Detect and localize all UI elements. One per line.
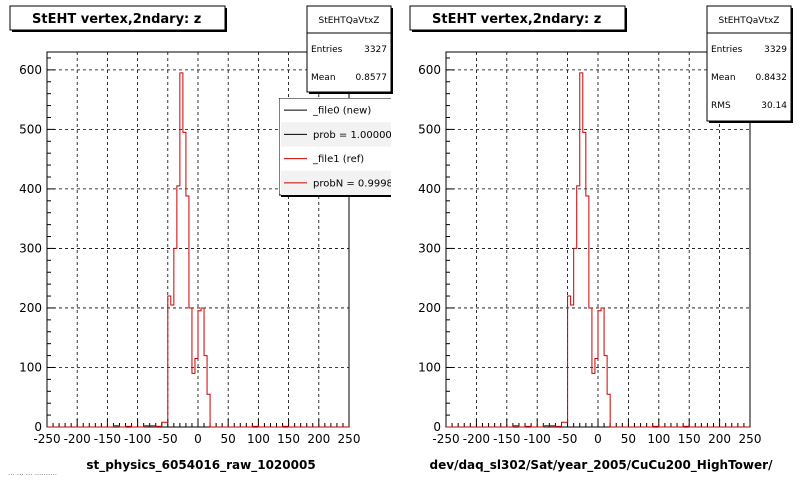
x-tick-label: -150 [94,432,121,446]
x-tick-label: -200 [463,432,490,446]
x-tick-label: 0 [594,432,602,446]
x-tick-label: 100 [247,432,270,446]
x-tick-label: 150 [678,432,701,446]
y-tick-label: 100 [418,360,441,374]
x-tick-label: 50 [621,432,636,446]
stats-name: StEHTQaVtxZ [719,16,780,26]
x-axis-label: st_physics_6054016_raw_1020005 [86,458,315,473]
histogram-series-line [446,72,750,428]
stats-value: 3329 [764,45,787,55]
x-tick-label: -250 [432,432,459,446]
histogram-panel-2: -250 -200 -150 -100 -50 0 50 100 150 200 250 0 100 20… [409,5,793,473]
x-tick-label: 200 [708,432,731,446]
x-tick-label: 0 [194,432,202,446]
legend: _file0 (new) prob = 1.000000 _file1 (ref) p… [279,98,406,197]
y-tick-label: 0 [34,420,42,434]
y-tick-label: 100 [19,360,42,374]
plot-title: StEHT vertex,2ndary: z [32,12,201,27]
x-tick-label: 250 [739,432,762,446]
y-tick-label: 200 [19,301,42,315]
y-tick-label: 400 [19,182,42,196]
x-tick-label: -200 [64,432,91,446]
x-tick-label: -150 [493,432,520,446]
y-tick-label: 400 [418,182,441,196]
footer-text: ... ... ... .......... [8,469,57,477]
stats-label: RMS [711,101,731,111]
x-tick-label: 200 [307,432,330,446]
x-tick-label: -250 [33,432,60,446]
y-tick-label: 300 [418,241,441,255]
stats-label: Entries [311,45,343,55]
stats-box [306,5,392,93]
x-axis-label: dev/daq_sl302/Sat/year_2005/CuCu200_High… [430,458,774,473]
x-tick-label: 100 [647,432,670,446]
x-tick-label: -50 [158,432,178,446]
x-tick-label: 250 [338,432,361,446]
legend-label: _file0 (new) [312,106,371,117]
legend-label: probN = 0.999800 [313,178,406,189]
legend-label: prob = 1.000000 [313,130,398,141]
x-tick-label: -100 [524,432,551,446]
y-tick-label: 0 [433,420,441,434]
histogram-panel-1: -250 -200 -150 -100 -50 0 50 100 150 200 250 0 100 20… [9,5,406,473]
y-tick-label: 500 [19,122,42,136]
stats-box [706,5,792,122]
y-tick-label: 200 [418,301,441,315]
y-tick-label: 600 [19,63,42,77]
stats-label: Entries [711,45,743,55]
stats-value: 30.14 [761,101,787,111]
x-tick-label: -50 [558,432,578,446]
stats-value: 0.8432 [756,73,788,83]
stats-label: Mean [711,73,736,83]
plot-title: StEHT vertex,2ndary: z [432,12,601,27]
y-tick-label: 300 [19,241,42,255]
title-box [9,5,226,31]
histogram-series-line [47,72,349,428]
stats-name: StEHTQaVtxZ [319,16,380,26]
legend-label: _file1 (ref) [312,154,364,165]
stats-value: 3327 [364,45,387,55]
x-tick-label: 150 [277,432,300,446]
title-box [409,5,626,31]
y-tick-label: 600 [418,63,441,77]
y-tick-label: 500 [418,122,441,136]
x-tick-label: 50 [221,432,236,446]
stats-value: 0.8577 [356,73,388,83]
stats-label: Mean [311,73,336,83]
x-tick-label: -100 [124,432,151,446]
